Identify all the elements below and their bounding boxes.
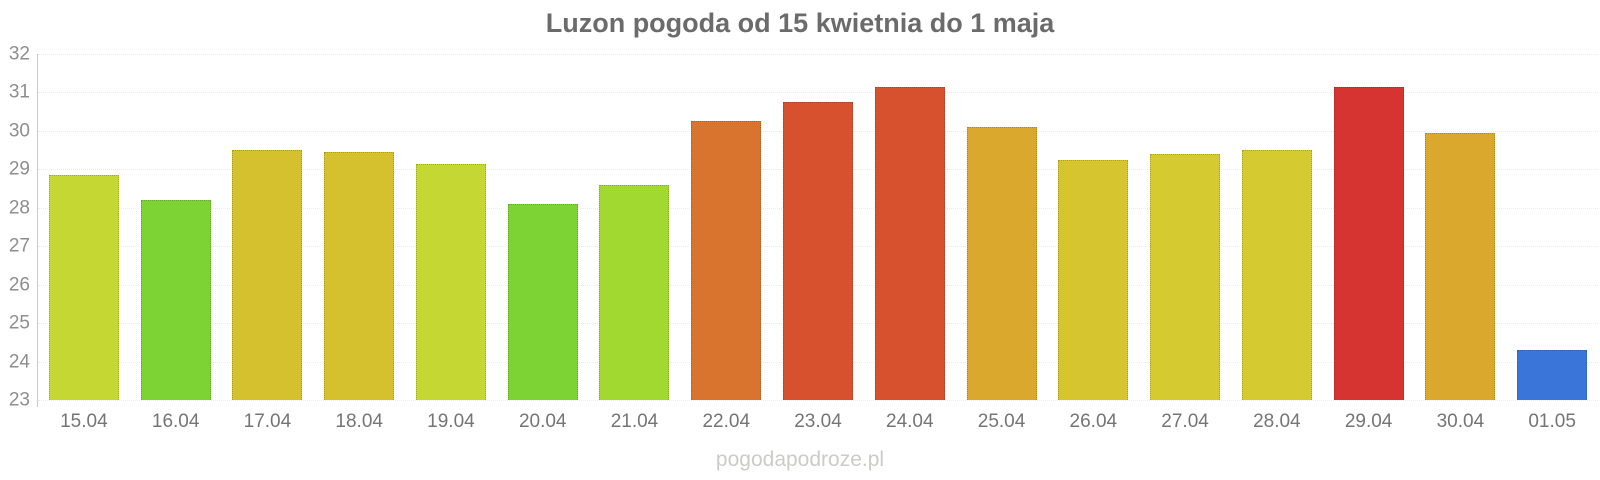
bar-slot-15-04: 15.04 [38, 54, 130, 432]
y-tick-label-32: 32 [8, 43, 30, 65]
bars-container: 15.04 16.04 17.04 18.04 19.04 20.04 21.04 22.04… [38, 54, 1598, 432]
x-tick-label-21-04: 21.04 [610, 411, 659, 432]
x-tick-label-20-04: 20.04 [518, 411, 567, 432]
bar-18-04[interactable] [324, 152, 395, 400]
bar-28-04[interactable] [1241, 150, 1312, 400]
x-tick-label-27-04: 27.04 [1161, 411, 1209, 432]
gridline-32 [38, 54, 1598, 55]
bar-23-04[interactable] [783, 102, 853, 400]
bar-15-04[interactable] [48, 175, 119, 400]
bar-slot-25-04: 25.04 [956, 54, 1048, 432]
y-tick-label-31: 31 [8, 81, 30, 103]
y-tick-label-29: 29 [8, 158, 30, 180]
chart-title: Luzon pogoda od 15 kwietnia do 1 maja [545, 8, 1055, 38]
x-tick-label-16-04: 16.04 [151, 411, 200, 432]
y-tick-label-26: 26 [8, 274, 30, 296]
watermark: pogodapodroze.pl [715, 448, 885, 471]
y-tick-label-30: 30 [8, 120, 30, 142]
bar-29-04[interactable] [1333, 86, 1404, 400]
bar-01-05[interactable] [1517, 350, 1588, 400]
y-tick-label-27: 27 [8, 235, 30, 257]
bar-19-04[interactable] [415, 163, 486, 400]
bar-21-04[interactable] [599, 184, 670, 400]
bar-22-04[interactable] [691, 121, 762, 400]
y-axis-line [37, 54, 38, 407]
bar-20-04[interactable] [507, 203, 578, 400]
bar-slot-28-04: 28.04 [1231, 54, 1323, 432]
bar-slot-23-04: 23.04 [772, 54, 864, 432]
bar-slot-24-04: 24.04 [864, 54, 956, 432]
x-tick-label-22-04: 22.04 [702, 411, 751, 432]
bar-slot-29-04: 29.04 [1323, 54, 1415, 432]
x-tick-label-23-04: 23.04 [794, 411, 842, 432]
bar-slot-21-04: 21.04 [589, 54, 681, 432]
x-tick-label-25-04: 25.04 [977, 411, 1026, 432]
plot-area: 15.04 16.04 17.04 18.04 19.04 20.04 21.04 22.04… [38, 54, 1598, 432]
x-tick-label-28-04: 28.04 [1253, 411, 1301, 432]
bar-slot-22-04: 22.04 [680, 54, 772, 432]
bar-slot-27-04: 27.04 [1139, 54, 1231, 432]
gridline-31 [38, 92, 1598, 94]
bar-26-04[interactable] [1058, 159, 1129, 400]
y-tick-label-23: 23 [8, 389, 30, 411]
gridline-23 [38, 400, 1598, 401]
y-tick-label-24: 24 [8, 351, 30, 373]
x-tick-label-17-04: 17.04 [243, 411, 292, 432]
bar-17-04[interactable] [232, 150, 303, 400]
x-tick-label-01-05: 01.05 [1528, 411, 1576, 432]
bar-slot-01-05: 01.05 [1506, 54, 1598, 432]
x-tick-label-26-04: 26.04 [1069, 411, 1118, 432]
bar-25-04[interactable] [966, 127, 1037, 400]
bar-slot-19-04: 19.04 [405, 54, 497, 432]
bar-slot-18-04: 18.04 [313, 54, 405, 432]
bar-16-04[interactable] [140, 200, 211, 400]
bar-slot-17-04: 17.04 [222, 54, 314, 432]
y-tick-label-25: 25 [8, 312, 30, 334]
x-tick-label-30-04: 30.04 [1436, 411, 1485, 432]
bar-slot-16-04: 16.04 [130, 54, 222, 432]
bar-slot-30-04: 30.04 [1414, 54, 1506, 432]
bar-slot-26-04: 26.04 [1047, 54, 1139, 432]
x-tick-label-19-04: 19.04 [427, 411, 475, 432]
y-axis-labels: 32 31 30 29 28 27 26 25 24 23 [0, 45, 33, 410]
x-tick-label-24-04: 24.04 [886, 411, 934, 432]
x-tick-label-15-04: 15.04 [60, 411, 108, 432]
y-tick-label-28: 28 [8, 197, 30, 219]
bar-27-04[interactable] [1150, 153, 1221, 400]
bar-24-04[interactable] [874, 86, 945, 400]
bar-30-04[interactable] [1425, 132, 1496, 400]
x-tick-label-18-04: 18.04 [335, 411, 383, 432]
bar-slot-20-04: 20.04 [497, 54, 589, 432]
x-tick-label-29-04: 29.04 [1344, 411, 1393, 432]
